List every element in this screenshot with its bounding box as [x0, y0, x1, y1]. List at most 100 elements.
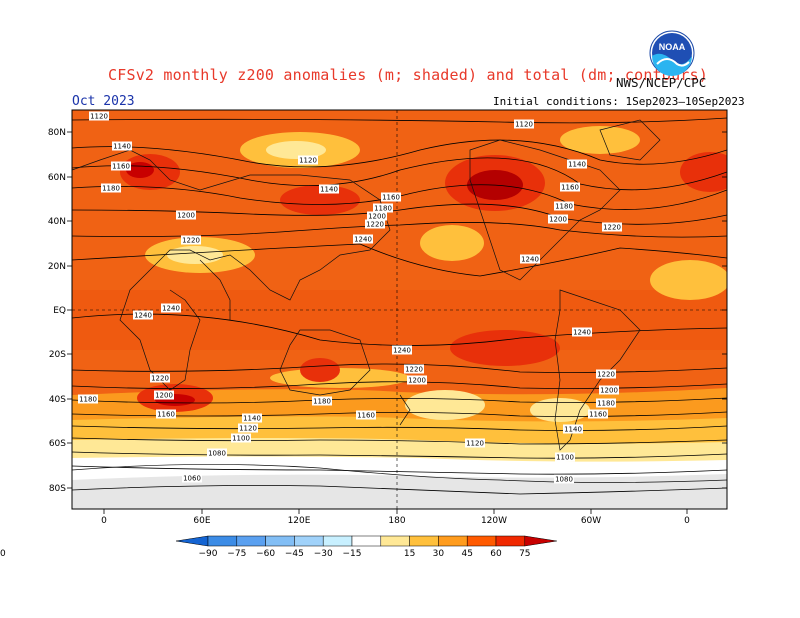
colorbar-label: 15 [404, 549, 415, 559]
contour-label-box [182, 473, 202, 483]
lat-tick-label: EQ [53, 306, 66, 316]
lon-tick-label: 120E [288, 516, 311, 526]
contour-label-box [133, 310, 153, 320]
contour-label-box [231, 433, 251, 443]
contour-label: 1220 [603, 224, 621, 232]
contour-label: 1080 [208, 450, 226, 458]
lon-tick-label: 0 [101, 516, 107, 526]
contour-label-box [238, 423, 258, 433]
contour-label-box [563, 424, 583, 434]
contour-label: 1180 [102, 185, 120, 193]
contour-label: 1240 [573, 329, 591, 337]
contour-label: 1180 [79, 396, 97, 404]
colorbar-segment [265, 535, 295, 547]
lon-tick-label: 180 [388, 516, 405, 526]
contour-label-box [404, 364, 424, 374]
contour-label: 1160 [561, 184, 579, 192]
contour-label-box [392, 345, 412, 355]
contour-label-box [112, 141, 132, 151]
contour-label: 1140 [243, 415, 261, 423]
noaa-logo-icon: NOAA [649, 30, 695, 76]
contour-label-box [548, 214, 568, 224]
colorbar-segment [524, 535, 557, 547]
lon-tick-label: 60W [581, 516, 601, 526]
contour-label: 1240 [162, 305, 180, 313]
contour-label-box [312, 396, 332, 406]
colorbar-segment [380, 535, 410, 547]
lon-tick-label: 0 [684, 516, 690, 526]
contour-label: 1080 [555, 476, 573, 484]
contour-label-box [101, 183, 121, 193]
colorbar-segment [207, 535, 238, 547]
contour-label-box [154, 390, 174, 400]
colorbar-segment [322, 535, 353, 547]
contour-label: 1200 [368, 213, 386, 221]
contour-label: 1100 [232, 435, 250, 443]
contour-label: 1200 [408, 377, 426, 385]
colorbar-label: −15 [343, 549, 362, 559]
contour-label: 1140 [320, 186, 338, 194]
contour-label: 1060 [183, 475, 201, 483]
colorbar-segment [351, 535, 382, 547]
contour-label-box [181, 235, 201, 245]
map-frame [71, 109, 728, 510]
contour-label: 1120 [90, 113, 108, 121]
contour-label: 1220 [597, 371, 615, 379]
contour-label-box [156, 409, 176, 419]
contour-label-box [319, 184, 339, 194]
colorbar-label: 75 [519, 549, 530, 559]
lon-tick-label: 120W [481, 516, 507, 526]
colorbar-segment [438, 535, 468, 547]
lat-tick-label: 60S [49, 439, 66, 449]
colorbar-label: −30 [314, 549, 333, 559]
logo-text: NOAA [659, 42, 686, 52]
contour-label: 1180 [555, 203, 573, 211]
contour-label-box [365, 219, 385, 229]
contour-label: 1120 [299, 157, 317, 165]
contour-label: 1160 [589, 411, 607, 419]
contour-label-box [572, 327, 592, 337]
contour-label-box [176, 210, 196, 220]
contour-label-box [242, 413, 262, 423]
colorbar-label: −90 [199, 549, 218, 559]
lat-tick-label: 80N [48, 128, 66, 138]
colorbar-segment [294, 535, 324, 547]
contour-label-box [554, 474, 574, 484]
contour-label-box [596, 398, 616, 408]
contour-label-box [514, 119, 534, 129]
contour-label: 1160 [112, 163, 130, 171]
contour-label-box [298, 155, 318, 165]
contour-label: 1100 [556, 454, 574, 462]
contour-label-box [560, 182, 580, 192]
contour-label: 1180 [374, 205, 392, 213]
contour-label: 1200 [155, 392, 173, 400]
contour-label: 1180 [313, 398, 331, 406]
contour-label-box [555, 452, 575, 462]
colorbar-label: −75 [227, 549, 246, 559]
contour-label: 1240 [521, 256, 539, 264]
contour-label-box [554, 201, 574, 211]
colorbar-label: −60 [256, 549, 275, 559]
contour-label-box [520, 254, 540, 264]
contour-label: 1160 [157, 411, 175, 419]
lon-tick-label: 60E [193, 516, 210, 526]
contour-label-box [161, 303, 181, 313]
colorbar-segment [495, 535, 526, 547]
contour-label: 1220 [182, 237, 200, 245]
contour-label-box [150, 373, 170, 383]
contour-label: 1140 [568, 161, 586, 169]
contour-label-box [599, 385, 619, 395]
contour-label-box [596, 369, 616, 379]
contour-label-box [407, 375, 427, 385]
contour-label-box [207, 448, 227, 458]
contour-label: 1140 [113, 143, 131, 151]
colorbar-segment [175, 535, 209, 547]
lat-tick-label: 20N [48, 262, 66, 272]
contour-label: 1120 [466, 440, 484, 448]
contour-label-box [111, 161, 131, 171]
agency-label: NWS/NCEP/CPC [616, 75, 707, 90]
colorbar-segment [466, 535, 497, 547]
lat-tick-label: 80S [49, 484, 66, 494]
lat-tick-label: 40S [49, 395, 66, 405]
